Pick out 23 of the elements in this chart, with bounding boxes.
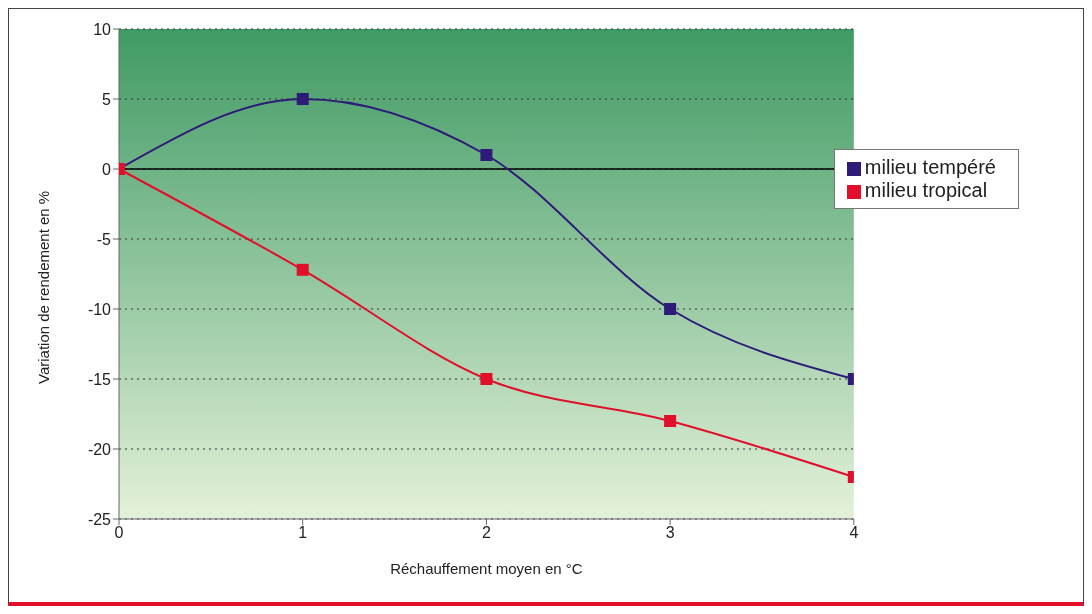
x-tick-label: 2: [481, 524, 491, 542]
x-tick-label: 1: [298, 524, 308, 542]
point: [296, 263, 309, 276]
point: [664, 415, 677, 427]
y-tick-label: -25: [87, 510, 112, 528]
point: [480, 149, 493, 161]
y-tick-label: 5: [102, 90, 112, 108]
y-tick-label: -10: [87, 300, 112, 318]
y-tick-label: 10: [93, 20, 112, 38]
x-tick-label: 0: [114, 524, 124, 542]
legend-label: milieu tempéré: [864, 156, 996, 178]
y-tick-label: 0: [102, 160, 112, 178]
y-axis-title: Variation de rendement en %: [35, 190, 53, 384]
point: [480, 373, 493, 385]
x-tick-label: 4: [849, 524, 859, 542]
point: [664, 303, 677, 315]
legend-label: milieu tropical: [864, 179, 988, 201]
x-tick-label: 3: [665, 524, 675, 542]
y-tick-label: -5: [96, 230, 112, 248]
y-tick-label: -20: [87, 440, 112, 458]
point: [296, 93, 309, 105]
x-axis-title: Réchauffement moyen en °C: [390, 560, 583, 577]
y-tick-label: -15: [87, 370, 112, 388]
